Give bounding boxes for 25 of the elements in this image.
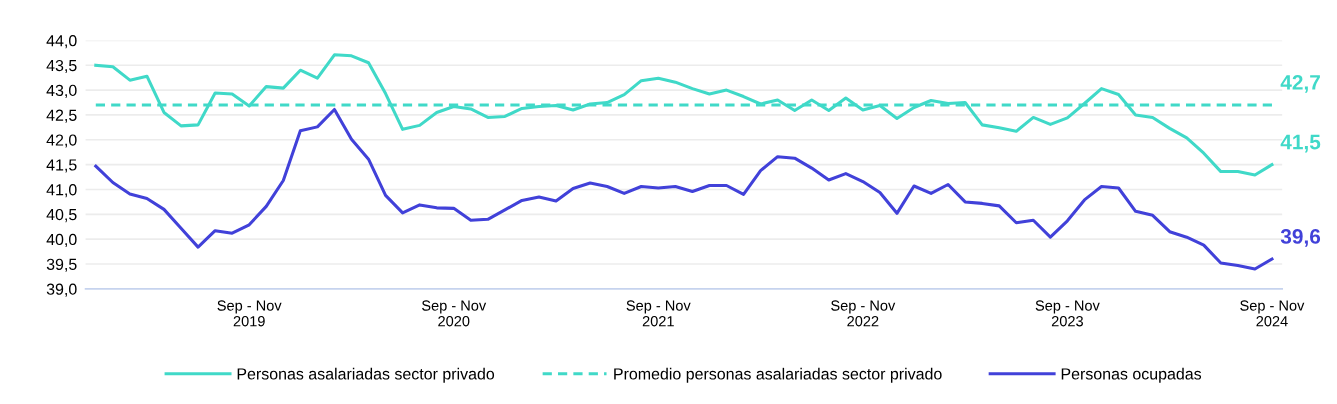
legend-label: Personas ocupadas (1061, 367, 1202, 383)
data-label: 39,6 (1280, 229, 1321, 247)
x-tick-label: Sep - Nov 2024 (1240, 300, 1305, 327)
x-tick-label: Sep - Nov 2020 (422, 300, 487, 327)
legend-label: Promedio personas asalariadas sector privado (614, 367, 942, 383)
y-tick-label: 40,5 (46, 208, 77, 223)
y-tick-label: 39,5 (46, 258, 77, 272)
y-tick-label: 43,5 (46, 59, 77, 74)
line-series (94, 107, 1274, 271)
y-tick-label: 41,0 (46, 184, 77, 198)
line-series (94, 53, 1274, 177)
legend-label: Personas asalariadas sector privado (237, 367, 495, 383)
y-tick-label: 40,0 (46, 233, 77, 247)
x-tick-label: Sep - Nov 2019 (217, 300, 282, 327)
y-tick-label: 42,0 (46, 134, 77, 148)
data-label: 42,7 (1280, 75, 1320, 93)
y-tick-label: 41,5 (46, 159, 77, 173)
x-tick-label: Sep - Nov 2023 (1035, 300, 1100, 327)
y-tick-label: 39,0 (46, 283, 77, 297)
x-tick-label: Sep - Nov 2022 (831, 300, 896, 327)
y-tick-label: 43,0 (46, 84, 77, 98)
y-tick-label: 44,0 (46, 35, 77, 49)
y-tick-label: 42,5 (46, 109, 77, 123)
x-tick-label: Sep - Nov 2021 (626, 300, 691, 327)
data-label: 41,5 (1280, 134, 1321, 153)
